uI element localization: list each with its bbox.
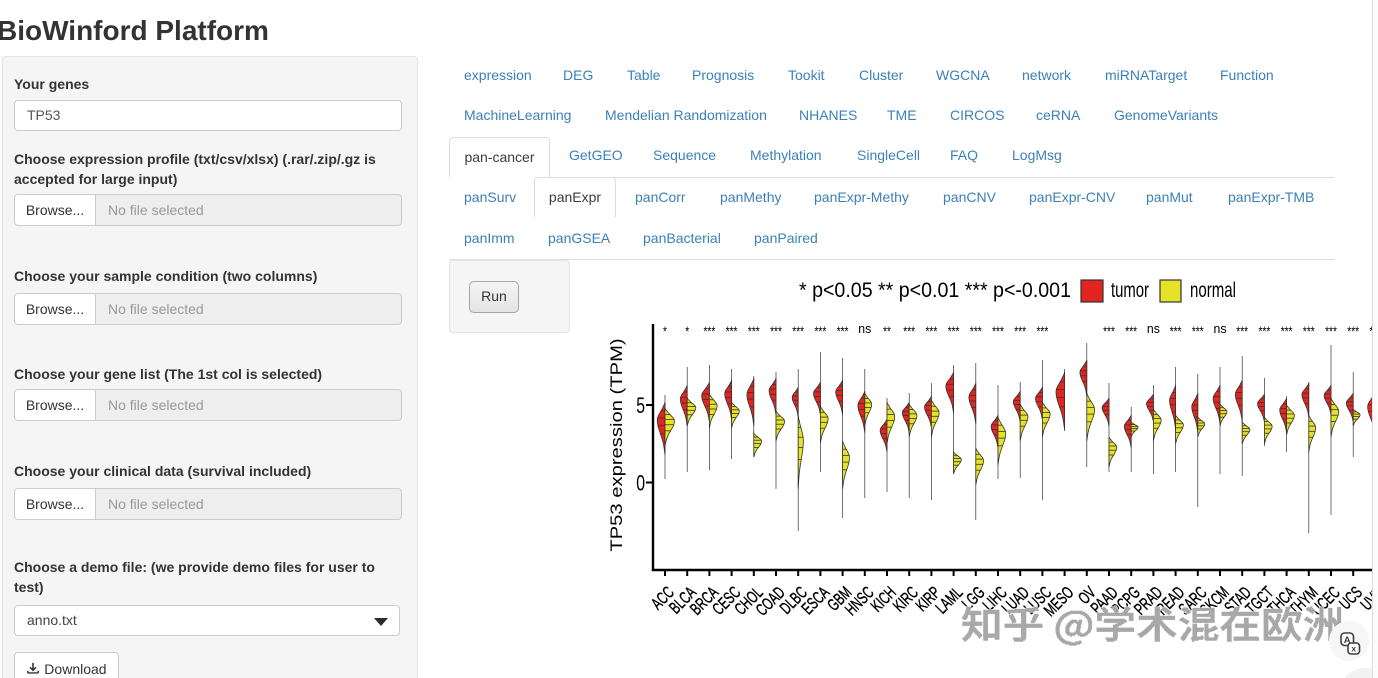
svg-text:***: *** — [770, 323, 782, 339]
svg-text:***: *** — [1125, 323, 1137, 339]
svg-text:* p<0.05 ** p<0.01 *** p<-0.00: * p<0.05 ** p<0.01 *** p<-0.001 — [799, 279, 1071, 302]
svg-text:***: *** — [1347, 323, 1359, 339]
svg-text:normal: normal — [1190, 279, 1236, 302]
svg-text:***: *** — [815, 323, 827, 339]
svg-text:***: *** — [1281, 323, 1293, 339]
svg-text:**: ** — [883, 323, 891, 339]
svg-text:***: *** — [1259, 323, 1271, 339]
svg-text:tumor: tumor — [1111, 279, 1149, 302]
svg-text:x: x — [1351, 644, 1356, 654]
svg-text:***: *** — [1303, 323, 1315, 339]
svg-text:***: *** — [1236, 323, 1248, 339]
svg-text:***: *** — [704, 323, 716, 339]
svg-text:***: *** — [837, 323, 849, 339]
svg-text:***: *** — [903, 323, 915, 339]
svg-text:*: * — [663, 323, 667, 339]
svg-text:***: *** — [1014, 323, 1026, 339]
svg-text:ns: ns — [858, 321, 871, 336]
svg-text:***: *** — [792, 323, 804, 339]
svg-text:*: * — [685, 323, 689, 339]
svg-text:ns: ns — [1147, 321, 1160, 336]
svg-text:***: *** — [948, 323, 960, 339]
svg-text:0: 0 — [636, 470, 645, 495]
svg-text:A: A — [1344, 635, 1351, 646]
svg-text:***: *** — [726, 323, 738, 339]
svg-text:***: *** — [1192, 323, 1204, 339]
svg-text:TP53 expression (TPM): TP53 expression (TPM) — [607, 338, 626, 551]
svg-text:***: *** — [926, 323, 938, 339]
svg-text:***: *** — [1103, 323, 1115, 339]
svg-text:***: *** — [1325, 323, 1337, 339]
svg-text:***: *** — [748, 323, 760, 339]
svg-text:***: *** — [1037, 323, 1049, 339]
svg-text:***: *** — [1170, 323, 1182, 339]
svg-text:5: 5 — [636, 393, 645, 418]
svg-text:ns: ns — [1214, 321, 1227, 336]
svg-text:***: *** — [992, 323, 1004, 339]
svg-text:***: *** — [970, 323, 982, 339]
